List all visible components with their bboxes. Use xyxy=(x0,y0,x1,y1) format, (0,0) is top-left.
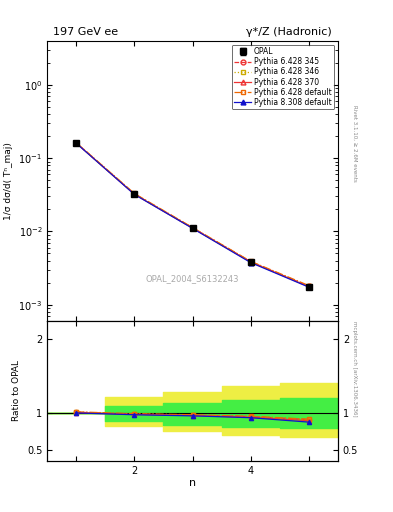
Pythia 6.428 default xyxy=(74,140,79,146)
Pythia 6.428 370 xyxy=(132,191,137,197)
Pythia 6.428 370 xyxy=(74,140,79,146)
Pythia 6.428 default xyxy=(248,258,253,264)
Line: Pythia 6.428 default: Pythia 6.428 default xyxy=(74,140,311,288)
Pythia 6.428 345 xyxy=(190,225,195,231)
Pythia 6.428 345 xyxy=(248,259,253,265)
X-axis label: n: n xyxy=(189,478,196,488)
Text: 197 GeV ee: 197 GeV ee xyxy=(53,27,118,37)
Pythia 6.428 370 xyxy=(307,284,311,290)
Pythia 6.428 370 xyxy=(248,259,253,265)
Text: γ*/Z (Hadronic): γ*/Z (Hadronic) xyxy=(246,27,332,37)
Y-axis label: 1/σ dσ/d( Tⁿ_maj): 1/σ dσ/d( Tⁿ_maj) xyxy=(4,142,13,220)
Pythia 6.428 346 xyxy=(307,283,311,289)
Pythia 6.428 default xyxy=(190,224,195,230)
Line: Pythia 6.428 346: Pythia 6.428 346 xyxy=(74,140,311,289)
Pythia 8.308 default xyxy=(248,260,253,266)
Pythia 6.428 346 xyxy=(74,140,79,146)
Line: Pythia 8.308 default: Pythia 8.308 default xyxy=(74,141,311,290)
Pythia 8.308 default xyxy=(132,191,137,198)
Y-axis label: Ratio to OPAL: Ratio to OPAL xyxy=(12,360,21,421)
Pythia 6.428 346 xyxy=(248,259,253,265)
Pythia 6.428 default xyxy=(307,283,311,289)
Pythia 6.428 370 xyxy=(190,225,195,231)
Pythia 6.428 345 xyxy=(307,283,311,289)
Text: Rivet 3.1.10, ≥ 2.6M events: Rivet 3.1.10, ≥ 2.6M events xyxy=(352,105,357,182)
Pythia 6.428 345 xyxy=(74,140,79,146)
Text: OPAL_2004_S6132243: OPAL_2004_S6132243 xyxy=(146,274,239,283)
Pythia 8.308 default xyxy=(74,140,79,146)
Line: Pythia 6.428 370: Pythia 6.428 370 xyxy=(74,141,311,289)
Line: Pythia 6.428 345: Pythia 6.428 345 xyxy=(74,140,311,289)
Pythia 8.308 default xyxy=(307,284,311,290)
Legend: OPAL, Pythia 6.428 345, Pythia 6.428 346, Pythia 6.428 370, Pythia 6.428 default: OPAL, Pythia 6.428 345, Pythia 6.428 346… xyxy=(232,45,334,109)
Pythia 6.428 default xyxy=(132,190,137,197)
Pythia 6.428 345 xyxy=(132,191,137,197)
Pythia 6.428 346 xyxy=(190,225,195,231)
Text: mcplots.cern.ch [arXiv:1306.3436]: mcplots.cern.ch [arXiv:1306.3436] xyxy=(352,321,357,416)
Pythia 8.308 default xyxy=(190,225,195,231)
Pythia 6.428 346 xyxy=(132,191,137,197)
